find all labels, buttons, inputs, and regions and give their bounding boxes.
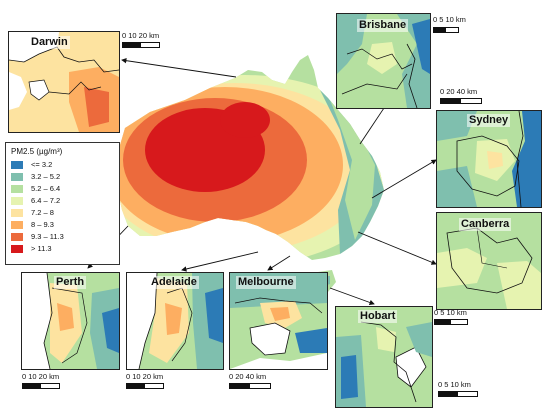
panel-title-brisbane: Brisbane — [357, 19, 409, 32]
panel-canberra: Canberra — [436, 212, 542, 310]
panel-hobart: Hobart — [335, 306, 433, 408]
legend-label: 7.2 – 8 — [31, 208, 54, 217]
scale-labels-melbourne: 0 20 40 km — [229, 372, 267, 381]
scale-labels-perth: 0 10 20 km — [22, 372, 60, 381]
sydney-map — [437, 111, 541, 207]
legend-item: <= 3.2 — [11, 160, 52, 170]
panel-adelaide: Adelaide — [126, 272, 224, 370]
scale-labels-sydney: 0 20 40 km — [440, 87, 478, 96]
scale-bar-adelaide — [126, 383, 164, 389]
legend-label: 6.4 – 7.2 — [31, 196, 61, 205]
panel-title-perth: Perth — [54, 276, 87, 289]
legend-item: 6.4 – 7.2 — [11, 196, 60, 206]
panel-melbourne: Melbourne — [229, 272, 328, 370]
legend-label: > 11.3 — [31, 244, 52, 253]
scale-bar-brisbane — [433, 27, 459, 33]
legend-item: > 11.3 — [11, 244, 52, 254]
legend-label: 5.2 – 6.4 — [31, 184, 61, 193]
legend-swatch — [11, 245, 23, 254]
panel-title-adelaide: Adelaide — [149, 276, 199, 289]
panel-title-sydney: Sydney — [467, 114, 511, 127]
legend-item: 5.2 – 6.4 — [11, 184, 60, 194]
scale-labels-brisbane: 0 5 10 km — [433, 15, 466, 24]
scale-bar-hobart-bottom — [438, 391, 478, 397]
scale-bar-melbourne — [229, 383, 271, 389]
legend-swatch — [11, 161, 23, 170]
panel-title-hobart: Hobart — [358, 310, 398, 323]
panel-title-canberra: Canberra — [459, 218, 512, 231]
scale-labels-adelaide: 0 10 20 km — [126, 372, 164, 381]
scale-bar-darwin — [122, 42, 160, 48]
scale-bar-sydney — [440, 98, 482, 104]
legend-swatch — [11, 233, 23, 242]
legend-label: <= 3.2 — [31, 160, 53, 169]
scale-labels-darwin: 0 10 20 km — [122, 31, 160, 40]
legend-item: 7.2 – 8 — [11, 208, 54, 218]
legend-title: PM2.5 (µg/m³) — [11, 147, 63, 156]
adelaide-map — [127, 273, 223, 369]
panel-darwin: Darwin — [8, 31, 120, 133]
panel-brisbane: Brisbane — [336, 13, 431, 109]
scale-bar-perth — [22, 383, 60, 389]
legend-swatch — [11, 173, 23, 182]
scale-labels-hobart-bottom: 0 5 10 km — [438, 380, 471, 389]
perth-map — [22, 273, 119, 369]
legend-swatch — [11, 221, 23, 230]
panel-perth: Perth — [21, 272, 120, 370]
scale-labels-hobart-top: 0 5 10 km — [434, 308, 467, 317]
legend-swatch — [11, 197, 23, 206]
legend-swatch — [11, 185, 23, 194]
panel-title-darwin: Darwin — [29, 36, 70, 49]
scale-bar-hobart-top — [434, 319, 468, 325]
pm25-legend: PM2.5 (µg/m³) <= 3.2 3.2 – 5.2 5.2 – 6.4… — [5, 142, 120, 265]
panel-title-melbourne: Melbourne — [236, 276, 296, 289]
legend-label: 3.2 – 5.2 — [31, 172, 61, 181]
legend-swatch — [11, 209, 23, 218]
hobart-map — [336, 307, 432, 407]
melbourne-map — [230, 273, 327, 369]
legend-label: 8 – 9.3 — [31, 220, 54, 229]
legend-label: 9.3 – 11.3 — [31, 232, 64, 241]
panel-sydney: Sydney — [436, 110, 542, 208]
legend-item: 8 – 9.3 — [11, 220, 54, 230]
legend-item: 3.2 – 5.2 — [11, 172, 60, 182]
legend-item: 9.3 – 11.3 — [11, 232, 64, 242]
brisbane-map — [337, 14, 430, 108]
